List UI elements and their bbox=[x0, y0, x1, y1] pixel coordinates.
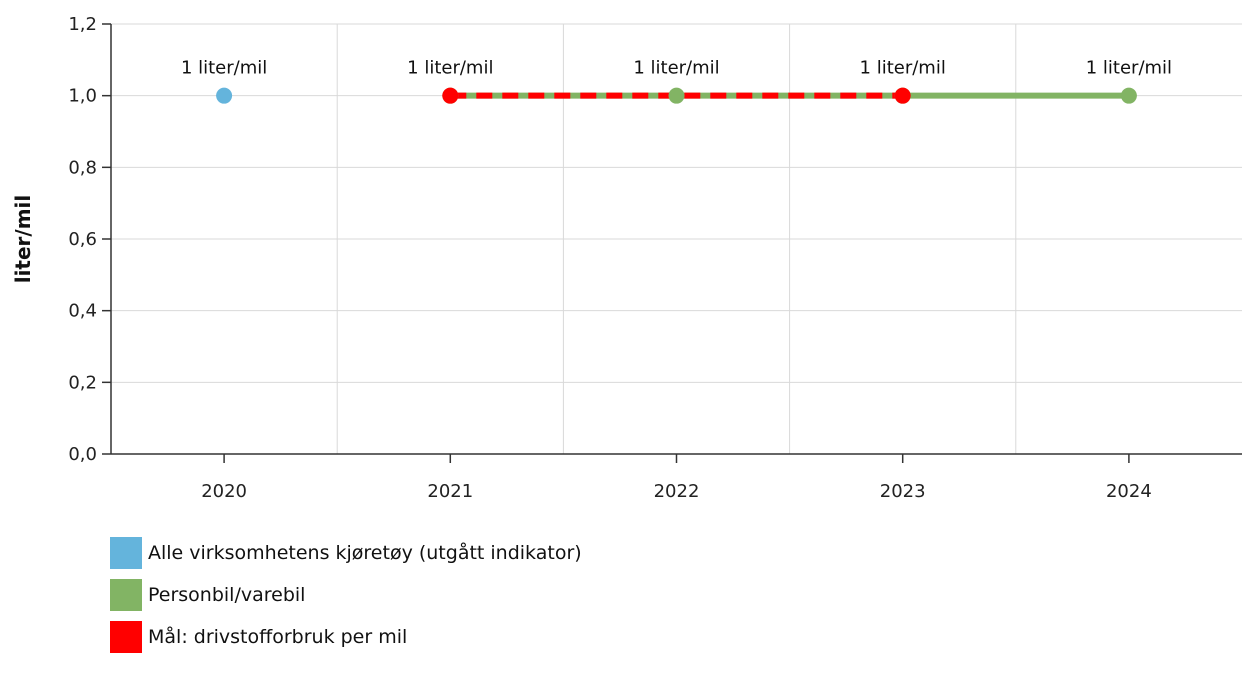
legend-label: Personbil/varebil bbox=[148, 584, 306, 606]
legend-label: Alle virksomhetens kjøretøy (utgått indi… bbox=[148, 542, 582, 564]
legend-item: Alle virksomhetens kjøretøy (utgått indi… bbox=[110, 537, 582, 569]
y-axis-title: liter/mil bbox=[11, 195, 35, 284]
y-tick-label: 0,6 bbox=[68, 229, 97, 250]
y-tick-label: 0,8 bbox=[68, 157, 97, 178]
y-tick-label: 0,2 bbox=[68, 372, 97, 393]
y-tick-label: 0,4 bbox=[68, 301, 97, 322]
x-tick-label: 2024 bbox=[1106, 481, 1152, 502]
legend-label: Mål: drivstofforbruk per mil bbox=[148, 626, 408, 648]
y-tick-label: 1,0 bbox=[68, 86, 97, 107]
x-tick-label: 2020 bbox=[201, 481, 247, 502]
y-tick-label: 1,2 bbox=[68, 14, 97, 35]
data-label: 1 liter/mil bbox=[860, 58, 946, 79]
legend-swatch bbox=[110, 579, 142, 611]
series-point-1 bbox=[1120, 87, 1137, 104]
y-tick-label: 0,0 bbox=[68, 444, 97, 465]
data-label: 1 liter/mil bbox=[1086, 58, 1172, 79]
x-tick-label: 2023 bbox=[880, 481, 926, 502]
data-label: 1 liter/mil bbox=[407, 58, 493, 79]
series-point-0 bbox=[216, 87, 233, 104]
legend-item: Personbil/varebil bbox=[110, 579, 582, 611]
legend-swatch bbox=[110, 621, 142, 653]
data-label: 1 liter/mil bbox=[633, 58, 719, 79]
series-point-1 bbox=[668, 87, 685, 104]
legend: Alle virksomhetens kjøretøy (utgått indi… bbox=[110, 537, 582, 663]
series-point-2 bbox=[894, 87, 911, 104]
legend-item: Mål: drivstofforbruk per mil bbox=[110, 621, 582, 653]
x-tick-label: 2022 bbox=[654, 481, 700, 502]
legend-swatch bbox=[110, 537, 142, 569]
x-tick-label: 2021 bbox=[427, 481, 473, 502]
series-point-2 bbox=[442, 87, 459, 104]
plot-area: 0,0 0,2 0,4 0,6 0,8 1,0 1,2 2020 2021 2022 2023 202… bbox=[11, 14, 1242, 502]
data-label: 1 liter/mil bbox=[181, 58, 267, 79]
